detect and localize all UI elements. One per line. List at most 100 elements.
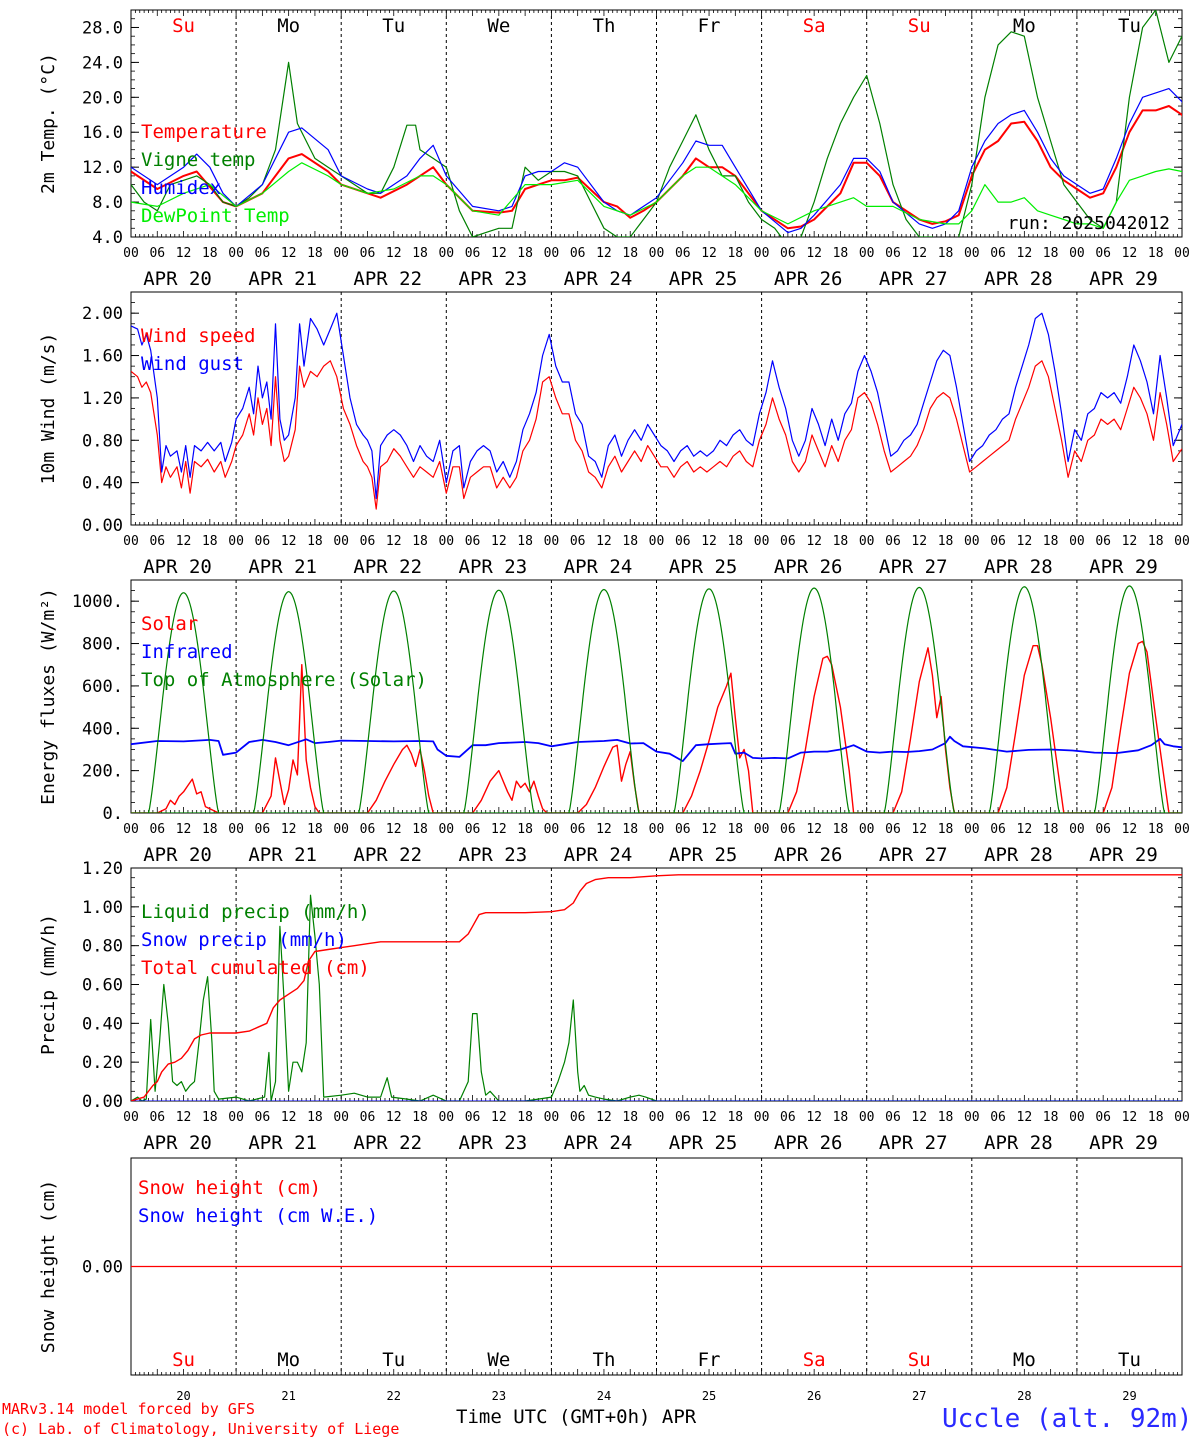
hour-tick-label: 00 xyxy=(1069,246,1085,261)
hour-tick-label: 00 xyxy=(1069,822,1085,837)
hour-tick-label: 00 xyxy=(228,246,244,261)
day-label: APR 26 xyxy=(774,556,843,578)
hour-tick-label: 06 xyxy=(675,534,691,549)
hour-tick-label: 06 xyxy=(780,534,796,549)
hour-tick-label: 00 xyxy=(438,534,454,549)
hour-tick-label: 06 xyxy=(780,822,796,837)
hour-tick-label: 18 xyxy=(1043,534,1059,549)
legend-label: Vigne temp xyxy=(141,149,255,171)
series-toa-solar-day xyxy=(778,587,850,813)
hour-tick-label: 00 xyxy=(649,534,665,549)
y-tick-label: 800. xyxy=(82,635,123,655)
series-line-infrared xyxy=(131,735,1182,762)
day-label: APR 29 xyxy=(1089,1132,1158,1154)
hour-tick-label: 00 xyxy=(544,1110,560,1125)
y-tick-label: 8.0 xyxy=(92,193,123,213)
hour-tick-label: 12 xyxy=(491,1110,507,1125)
day-label: APR 27 xyxy=(879,556,948,578)
hour-tick-label: 18 xyxy=(202,534,218,549)
hour-tick-label: 18 xyxy=(727,822,743,837)
day-label: APR 22 xyxy=(353,1132,422,1154)
legend-label: DewPoint Temp xyxy=(141,205,290,227)
day-number-label: 28 xyxy=(1017,1389,1031,1403)
hour-tick-label: 00 xyxy=(964,534,980,549)
day-label: APR 29 xyxy=(1089,556,1158,578)
day-label: APR 21 xyxy=(248,1132,317,1154)
hour-tick-label: 00 xyxy=(1174,1110,1190,1125)
day-label: APR 27 xyxy=(879,1132,948,1154)
y-tick-label: 1000. xyxy=(72,592,123,612)
day-label: APR 25 xyxy=(669,844,738,866)
hour-tick-label: 12 xyxy=(386,534,402,549)
hour-tick-label: 12 xyxy=(176,246,192,261)
hour-tick-label: 06 xyxy=(675,822,691,837)
hour-tick-label: 12 xyxy=(386,822,402,837)
y-tick-label: 20.0 xyxy=(82,88,123,108)
hour-tick-label: 06 xyxy=(1095,534,1111,549)
hour-tick-label: 12 xyxy=(911,822,927,837)
hour-tick-label: 18 xyxy=(622,1110,638,1125)
hour-tick-label: 12 xyxy=(806,822,822,837)
hour-tick-label: 00 xyxy=(438,822,454,837)
model-credit-line2: (c) Lab. of Climatology, University of L… xyxy=(2,1420,400,1438)
hour-tick-label: 18 xyxy=(1148,534,1164,549)
model-credit-line1: MARv3.14 model forced by GFS xyxy=(2,1400,255,1418)
hour-tick-label: 12 xyxy=(386,1110,402,1125)
hour-tick-label: 12 xyxy=(701,534,717,549)
hour-tick-label: 06 xyxy=(360,1110,376,1125)
y-tick-label: 400. xyxy=(82,719,123,739)
weekday-label-top: Th xyxy=(593,15,616,37)
hour-tick-label: 12 xyxy=(281,534,297,549)
hour-tick-label: 00 xyxy=(1174,246,1190,261)
weekday-label-top: We xyxy=(487,15,510,37)
y-tick-label: 4.0 xyxy=(92,228,123,248)
hour-tick-label: 06 xyxy=(255,1110,271,1125)
hour-tick-label: 12 xyxy=(1017,822,1033,837)
weekday-label-bottom: We xyxy=(487,1349,510,1371)
hour-tick-label: 06 xyxy=(990,534,1006,549)
hour-tick-label: 00 xyxy=(754,534,770,549)
legend-label: Snow height (cm W.E.) xyxy=(138,1205,378,1227)
day-label: APR 25 xyxy=(669,1132,738,1154)
hour-tick-label: 00 xyxy=(859,534,875,549)
weekday-label-top: Tu xyxy=(382,15,405,37)
day-number-label: 22 xyxy=(387,1389,401,1403)
y-tick-label: 16.0 xyxy=(82,123,123,143)
hour-tick-label: 18 xyxy=(1148,822,1164,837)
day-label: APR 24 xyxy=(564,1132,633,1154)
day-label: APR 28 xyxy=(984,556,1053,578)
hour-tick-label: 18 xyxy=(833,1110,849,1125)
day-label: APR 28 xyxy=(984,268,1053,290)
hour-tick-label: 18 xyxy=(517,246,533,261)
hour-tick-label: 18 xyxy=(727,534,743,549)
y-axis-label: Precip (mm/h) xyxy=(38,914,59,1055)
legend-label: Infrared xyxy=(141,641,233,663)
hour-tick-label: 18 xyxy=(727,246,743,261)
series-line-liquid-precip-mm-h- xyxy=(131,894,1182,1101)
hour-tick-label: 18 xyxy=(1043,246,1059,261)
hour-tick-label: 18 xyxy=(622,246,638,261)
hour-tick-label: 18 xyxy=(622,822,638,837)
hour-tick-label: 06 xyxy=(570,1110,586,1125)
hour-tick-label: 06 xyxy=(675,246,691,261)
y-tick-label: 0.40 xyxy=(82,474,123,494)
hour-tick-label: 06 xyxy=(465,246,481,261)
series-toa-solar-day xyxy=(253,590,325,813)
hour-tick-label: 06 xyxy=(149,534,165,549)
legend-label: Liquid precip (mm/h) xyxy=(141,901,370,923)
day-label: APR 24 xyxy=(564,844,633,866)
day-label: APR 23 xyxy=(459,268,528,290)
hour-tick-label: 18 xyxy=(202,246,218,261)
day-label: APR 21 xyxy=(248,844,317,866)
y-tick-label: 12.0 xyxy=(82,158,123,178)
day-label: APR 20 xyxy=(143,268,212,290)
hour-tick-label: 00 xyxy=(649,1110,665,1125)
y-tick-label: 28.0 xyxy=(82,18,123,38)
day-label: APR 27 xyxy=(879,844,948,866)
x-axis-label: Time UTC (GMT+0h) APR xyxy=(456,1406,697,1428)
day-label: APR 29 xyxy=(1089,268,1158,290)
hour-tick-label: 00 xyxy=(333,1110,349,1125)
day-number-label: 25 xyxy=(702,1389,716,1403)
y-tick-label: 1.20 xyxy=(82,859,123,879)
